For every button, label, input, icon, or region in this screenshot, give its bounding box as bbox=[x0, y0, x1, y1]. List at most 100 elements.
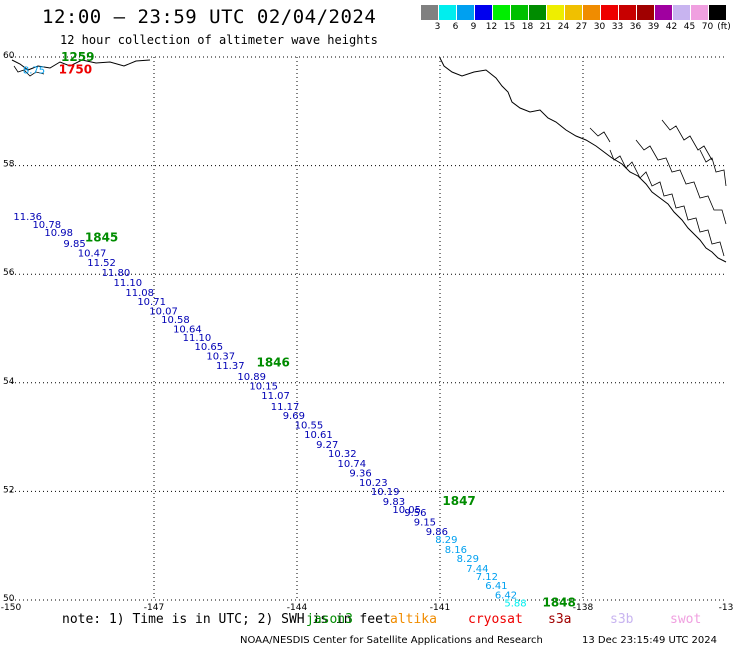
wave-height-value: 10.74 bbox=[338, 459, 367, 470]
legend-label: 33 bbox=[611, 22, 624, 32]
latitude-tick-label: 60 bbox=[3, 51, 15, 61]
legend-label: 3 bbox=[434, 22, 441, 32]
legend-label: 18 bbox=[521, 22, 534, 32]
wave-height-value: 11.10 bbox=[183, 333, 212, 344]
wave-height-value: 10.98 bbox=[44, 228, 73, 239]
wave-height-value: 11.08 bbox=[125, 288, 154, 299]
pass-time-label: 1846 bbox=[256, 356, 289, 370]
legend-label: 36 bbox=[629, 22, 642, 32]
wave-height-value: 11.07 bbox=[261, 391, 290, 402]
legend-swatch bbox=[619, 5, 636, 20]
legend-label: 12 bbox=[485, 22, 498, 32]
wave-height-value: 10.07 bbox=[149, 306, 178, 317]
legend-swatch bbox=[547, 5, 564, 20]
legend-swatch bbox=[673, 5, 690, 20]
longitude-tick-label: -13 bbox=[719, 603, 734, 613]
wave-height-value: 11.10 bbox=[113, 278, 142, 289]
latitude-tick-label: 56 bbox=[3, 268, 15, 278]
wave-height-value: 10.89 bbox=[237, 372, 266, 383]
pass-time-label: 1848 bbox=[542, 596, 575, 610]
longitude-tick-label: -147 bbox=[144, 603, 164, 613]
legend-swatch bbox=[493, 5, 510, 20]
legend-label: 30 bbox=[593, 22, 606, 32]
axis-tick-labels: 60 58 56 54 52 50-150 -147 -144 -141 -138 -13 bbox=[1, 51, 734, 613]
wave-height-value: 9.27 bbox=[316, 440, 338, 451]
wave-height-value: 11.52 bbox=[87, 258, 116, 269]
legend-swatch bbox=[439, 5, 456, 20]
legend-swatch bbox=[421, 5, 438, 20]
satellite-name: altika bbox=[390, 612, 437, 627]
longitude-tick-label: -138 bbox=[573, 603, 594, 613]
wave-height-value: 10.55 bbox=[295, 420, 324, 431]
latitude-tick-label: 54 bbox=[3, 377, 15, 387]
wave-height-value: 6.41 bbox=[485, 581, 507, 592]
latitude-tick-label: 52 bbox=[3, 485, 14, 495]
legend-swatch bbox=[457, 5, 474, 20]
wave-height-value: 8.29 bbox=[457, 554, 479, 565]
legend-label: 70 bbox=[701, 22, 714, 32]
alaska-coastline-east bbox=[439, 57, 727, 263]
wave-height-value: 10.19 bbox=[371, 487, 400, 498]
wave-height-value: 8.16 bbox=[445, 545, 467, 556]
wave-height-value: 10.47 bbox=[78, 248, 107, 259]
legend-label: 21 bbox=[539, 22, 552, 32]
kodiak-coast-fragment bbox=[13, 65, 45, 77]
wave-height-value: 10.64 bbox=[173, 324, 202, 335]
graticule bbox=[11, 56, 726, 601]
wave-height-value: 9.86 bbox=[426, 527, 448, 538]
wave-height-value: 11.37 bbox=[216, 361, 245, 372]
legend-swatch bbox=[691, 5, 708, 20]
wave-height-value: 8.75 bbox=[23, 65, 45, 76]
latitude-tick-label: 50 bbox=[3, 594, 15, 604]
legend-swatch bbox=[529, 5, 546, 20]
pass-time-label: 1847 bbox=[442, 494, 475, 508]
coastline bbox=[11, 57, 727, 263]
satellite-name: swot bbox=[670, 612, 702, 627]
wave-height-value: 10.78 bbox=[32, 220, 61, 231]
legend-label: 39 bbox=[647, 22, 660, 32]
wave-height-value: 9.56 bbox=[404, 508, 426, 519]
pass-time-label: 1750 bbox=[59, 62, 92, 76]
wave-height-value: 5.88 bbox=[504, 599, 526, 610]
wave-height-value: 9.36 bbox=[349, 469, 371, 480]
wave-height-value: 10.15 bbox=[249, 381, 278, 392]
legend-label: 9 bbox=[470, 22, 477, 32]
generated-timestamp: 13 Dec 23:15:49 UTC 2024 bbox=[582, 635, 717, 646]
satellite-name: s3b bbox=[610, 612, 634, 627]
legend-unit: (ft) bbox=[717, 22, 731, 32]
wave-height-value: 10.37 bbox=[206, 351, 235, 362]
legend-label: 15 bbox=[503, 22, 516, 32]
wave-height-value: 10.65 bbox=[195, 342, 224, 353]
satellite-name: s3a bbox=[548, 612, 572, 627]
legend-label: 45 bbox=[683, 22, 696, 32]
wave-height-value: 7.12 bbox=[476, 572, 498, 583]
wave-height-value: 10.71 bbox=[137, 297, 166, 308]
legend-swatch bbox=[709, 5, 726, 20]
wave-height-value: 10.32 bbox=[328, 449, 357, 460]
southeast-alaska-islands bbox=[589, 119, 727, 257]
legend-swatch bbox=[583, 5, 600, 20]
legend-label: 6 bbox=[452, 22, 459, 32]
wave-height-value: 7.44 bbox=[466, 564, 488, 575]
satellite-name: jason3 bbox=[306, 612, 353, 627]
wave-height-value: 9.85 bbox=[63, 239, 85, 250]
legend-label: 27 bbox=[575, 22, 588, 32]
map-frame bbox=[11, 57, 726, 600]
footer-note: note: 1) Time is in UTC; 2) SWH is in fe… bbox=[62, 612, 391, 627]
credit-line: NOAA/NESDIS Center for Satellite Applica… bbox=[240, 635, 543, 646]
map-subtitle: 12 hour collection of altimeter wave hei… bbox=[60, 33, 378, 47]
satellite-name: cryosat bbox=[468, 612, 523, 627]
legend-label: 24 bbox=[557, 22, 570, 32]
pass-time-label: 1259 bbox=[61, 50, 94, 64]
legend-swatch bbox=[565, 5, 582, 20]
legend-swatch bbox=[511, 5, 528, 20]
alaska-coastline-north bbox=[11, 59, 151, 71]
longitude-tick-label: -141 bbox=[430, 603, 450, 613]
wave-height-value: 11.17 bbox=[271, 402, 300, 413]
legend-swatch bbox=[637, 5, 654, 20]
legend-label: 42 bbox=[665, 22, 678, 32]
wave-height-value: 10.23 bbox=[359, 478, 388, 489]
wave-height-value: 9.69 bbox=[283, 411, 305, 422]
legend-swatch bbox=[601, 5, 618, 20]
